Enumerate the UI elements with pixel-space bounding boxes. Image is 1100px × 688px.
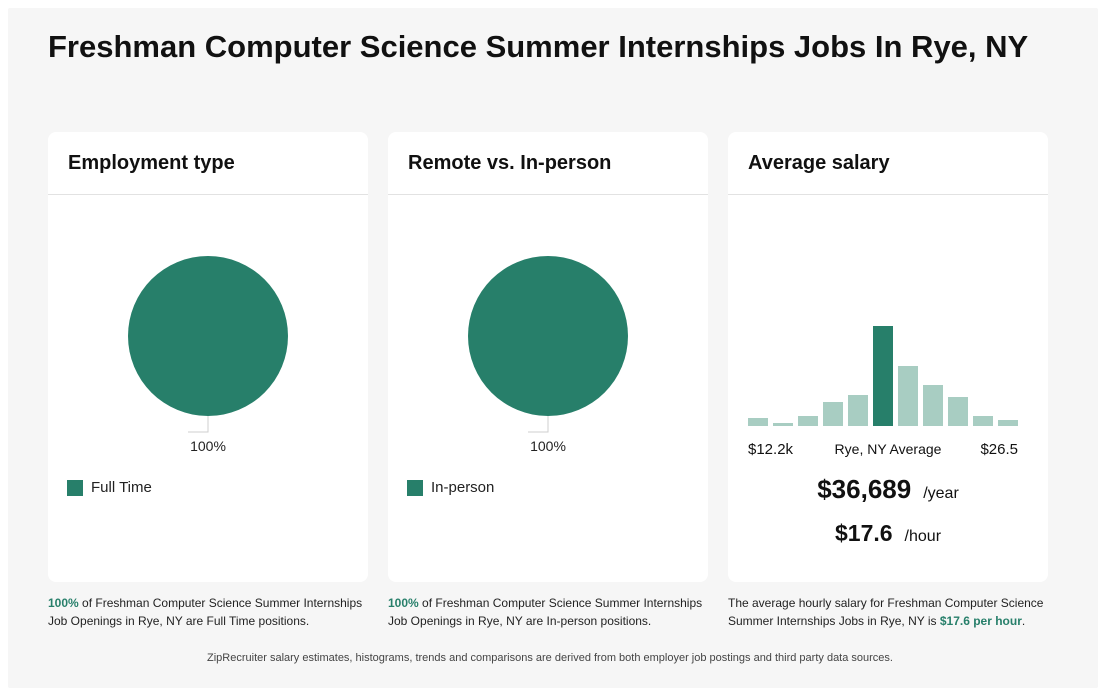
pie-leader-line [188, 416, 209, 433]
remote-legend: In-person [407, 479, 494, 496]
remote-pie-chart: 100% [468, 256, 628, 454]
legend-label-full-time: Full Time [91, 479, 152, 496]
employment-type-title: Employment type [48, 132, 368, 195]
hourly-salary-value: $17.6 [834, 520, 893, 546]
salary-histogram: $12.2k Rye, NY Average $26.5 [748, 326, 1018, 458]
histogram-bar [798, 416, 818, 426]
legend-label-in-person: In-person [431, 479, 495, 496]
histogram-bar [998, 420, 1018, 426]
remote-caption: 100% of Freshman Computer Science Summer… [388, 594, 708, 630]
legend-swatch [407, 479, 423, 496]
histogram-bar [898, 366, 918, 426]
histogram-bar [923, 385, 943, 426]
pie-percent-label: 100% [530, 438, 566, 454]
employment-legend: Full Time [67, 479, 152, 496]
histogram-bar [848, 395, 868, 426]
hourly-salary: $17.6 /hour [728, 520, 1048, 547]
salary-title: Average salary [728, 132, 1048, 195]
histogram-average-label: Rye, NY Average [835, 441, 942, 457]
footer-note: ZipRecruiter salary estimates, histogram… [207, 652, 893, 664]
caption-text: The average hourly salary for Freshman C… [728, 596, 1044, 628]
histogram-bar [948, 397, 968, 426]
caption-text: of Freshman Computer Science Summer Inte… [388, 596, 703, 628]
employment-caption: 100% of Freshman Computer Science Summer… [48, 594, 368, 630]
caption-highlight: $17.6 per hour [939, 614, 1022, 628]
hourly-salary-unit: /hour [904, 528, 942, 545]
salary-card: Average salary $12.2k Rye, NY Average $2… [728, 132, 1048, 582]
remote-card: Remote vs. In-person 100% In-person [388, 132, 708, 582]
pie-slice-in-person [468, 256, 628, 416]
yearly-salary-unit: /year [923, 485, 959, 502]
employment-type-card: Employment type 100% Full Time [48, 132, 368, 582]
histogram-bar [973, 416, 993, 426]
caption-highlight: 100% [48, 596, 79, 610]
yearly-salary: $36,689 /year [728, 474, 1048, 505]
histogram-min-label: $12.2k [748, 441, 794, 458]
caption-highlight: 100% [388, 596, 419, 610]
histogram-bar-average [873, 326, 893, 426]
caption-text: of Freshman Computer Science Summer Inte… [48, 596, 363, 628]
page-title: Freshman Computer Science Summer Interns… [48, 29, 1029, 64]
histogram-bar [748, 418, 768, 426]
histogram-bar [773, 423, 793, 426]
salary-caption: The average hourly salary for Freshman C… [728, 594, 1048, 630]
legend-swatch [67, 479, 83, 496]
pie-slice-full-time [128, 256, 288, 416]
pie-percent-label: 100% [190, 438, 226, 454]
histogram-bar [823, 402, 843, 426]
employment-pie-chart: 100% [128, 256, 288, 454]
pie-leader-line [528, 416, 549, 433]
histogram-max-label: $26.5 [980, 441, 1018, 458]
caption-end: . [1021, 614, 1026, 628]
remote-title: Remote vs. In-person [388, 132, 708, 195]
yearly-salary-value: $36,689 [817, 474, 912, 504]
